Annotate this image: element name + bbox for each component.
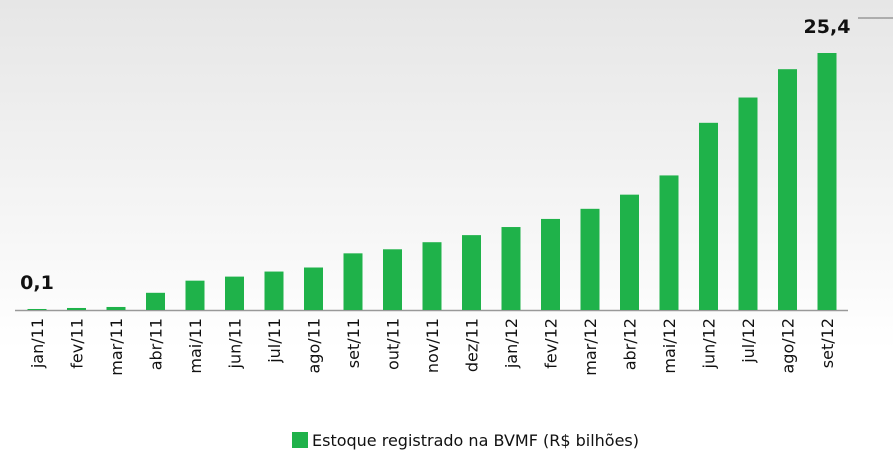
x-tick-label: jun/11 — [226, 318, 245, 369]
bar — [343, 253, 363, 310]
value-label: 25,4 — [804, 16, 851, 38]
x-tick-label: jul/11 — [265, 318, 284, 364]
x-tick-label: ago/11 — [305, 318, 324, 374]
x-tick-label: dez/11 — [463, 318, 482, 372]
x-tick-label: fev/11 — [68, 318, 87, 369]
bar — [264, 271, 284, 310]
bar — [27, 308, 47, 310]
bar — [304, 267, 323, 310]
bar — [778, 69, 797, 310]
value-label: 0,1 — [20, 272, 54, 294]
x-tick-label: jan/11 — [28, 318, 47, 369]
x-tick-label: nov/11 — [423, 318, 442, 373]
x-tick-label: abr/11 — [147, 318, 166, 370]
x-tick-label: jun/12 — [700, 318, 719, 369]
bar — [225, 276, 244, 310]
x-tick-label: mai/11 — [186, 318, 205, 374]
bar — [67, 307, 86, 310]
x-tick-label: mar/12 — [581, 318, 600, 376]
bar — [659, 175, 679, 310]
x-tick-label: fev/12 — [542, 318, 561, 369]
bar — [146, 292, 165, 310]
bar — [383, 249, 402, 310]
x-tick-label: set/11 — [344, 318, 363, 368]
legend-label: Estoque registrado na BVMF (R$ bilhões) — [312, 431, 639, 450]
x-tick-label: mar/11 — [107, 318, 126, 376]
bar — [422, 242, 442, 310]
bar — [699, 122, 718, 310]
bar — [817, 53, 837, 310]
bar — [501, 227, 521, 310]
x-tick-label: abr/12 — [621, 318, 640, 370]
x-tick-label: jan/12 — [502, 318, 521, 369]
bar — [541, 218, 560, 310]
x-tick-label: out/11 — [384, 318, 403, 370]
x-tick-label: ago/12 — [779, 318, 798, 374]
bar — [462, 235, 481, 310]
bar — [185, 280, 205, 310]
legend-swatch — [292, 432, 308, 448]
x-tick-label: set/12 — [818, 318, 837, 368]
bar — [620, 194, 639, 310]
bar — [738, 97, 758, 310]
x-tick-label: mai/12 — [660, 318, 679, 374]
bar — [580, 208, 600, 310]
x-tick-label: jul/12 — [739, 318, 758, 364]
bar — [106, 306, 126, 310]
